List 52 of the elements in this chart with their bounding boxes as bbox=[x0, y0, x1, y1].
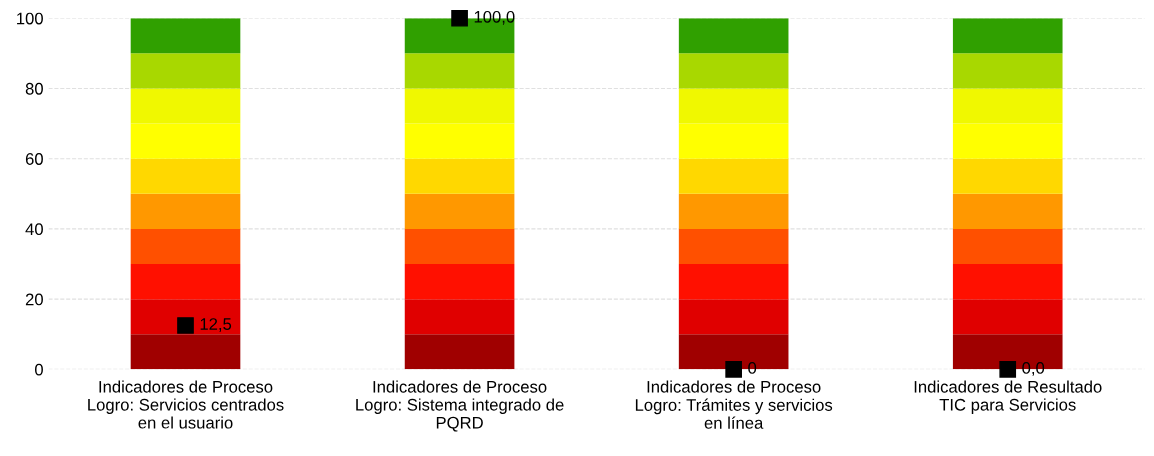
bar bbox=[678, 228, 789, 265]
bar bbox=[130, 299, 241, 335]
bar bbox=[404, 299, 515, 335]
bar bbox=[130, 53, 241, 89]
y-tick-label: 40 bbox=[25, 223, 43, 236]
bar bbox=[404, 123, 515, 159]
bar bbox=[130, 334, 241, 370]
bar bbox=[678, 264, 789, 300]
bar bbox=[404, 88, 515, 124]
bar bbox=[404, 158, 515, 194]
bar bbox=[404, 228, 515, 265]
bar bbox=[130, 88, 241, 124]
bar bbox=[678, 88, 789, 124]
bar bbox=[952, 158, 1063, 194]
bar bbox=[952, 88, 1063, 124]
bar bbox=[130, 123, 241, 159]
bar bbox=[404, 53, 515, 89]
bar bbox=[952, 299, 1063, 335]
bar bbox=[678, 123, 789, 159]
y-tick-label: 20 bbox=[25, 293, 43, 306]
point bbox=[999, 361, 1017, 378]
bar bbox=[952, 18, 1063, 54]
bar bbox=[678, 193, 789, 229]
bar bbox=[404, 334, 515, 370]
x-tick-label: Indicadores de Proceso Logro: Trámites y servicios en línea bbox=[635, 380, 833, 429]
bar bbox=[130, 158, 241, 194]
bar bbox=[678, 53, 789, 89]
bar bbox=[952, 264, 1063, 300]
point bbox=[177, 317, 194, 334]
bar bbox=[130, 193, 241, 229]
bar bbox=[404, 193, 515, 229]
y-tick-label: 100 bbox=[17, 12, 43, 25]
bar bbox=[952, 53, 1063, 89]
y-tick-label: 0 bbox=[34, 363, 43, 376]
bar bbox=[678, 158, 789, 194]
x-tick-label: Indicadores de Proceso Logro: Sistema integrado de PQRD bbox=[356, 380, 564, 432]
point bbox=[725, 361, 742, 378]
x-tick-label: Indicadores de Proceso Logro: Servicios centrados en el usuario bbox=[88, 380, 284, 429]
bar bbox=[130, 228, 241, 265]
x-tick-label: Indicadores de Resultado TIC para Servicios bbox=[914, 380, 1102, 414]
bar bbox=[678, 299, 789, 335]
bar bbox=[678, 18, 789, 54]
bar bbox=[952, 123, 1063, 159]
point bbox=[451, 9, 468, 27]
y-tick-label: 60 bbox=[25, 153, 43, 165]
bar bbox=[952, 228, 1063, 265]
bar bbox=[952, 193, 1063, 229]
data-label: 12,5 bbox=[200, 318, 232, 332]
y-tick-label: 80 bbox=[25, 82, 43, 95]
bar bbox=[130, 18, 241, 54]
bar bbox=[130, 264, 241, 300]
bar bbox=[404, 264, 515, 300]
